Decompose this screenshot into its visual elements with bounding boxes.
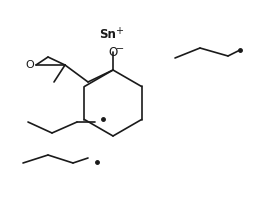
Text: O: O bbox=[108, 46, 118, 58]
Text: Sn: Sn bbox=[99, 28, 117, 42]
Text: O: O bbox=[26, 60, 34, 70]
Text: +: + bbox=[115, 26, 123, 36]
Text: −: − bbox=[116, 44, 124, 54]
